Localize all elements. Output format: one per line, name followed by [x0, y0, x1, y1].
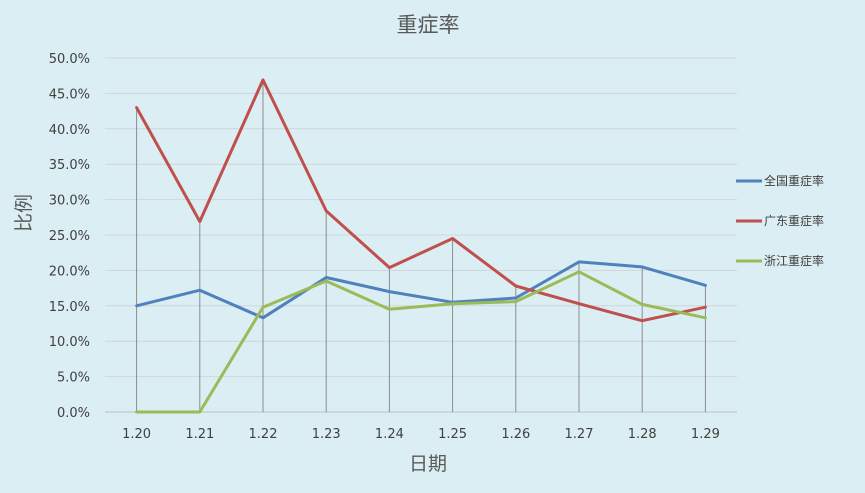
- chart-title: 重症率: [397, 13, 460, 37]
- y-tick-label: 50.0%: [49, 52, 90, 67]
- x-tick-label: 1.26: [501, 427, 530, 442]
- x-axis-ticks: 1.20 1.21 1.22 1.23 1.24 1.25 1.26 1.27 1.28 1.29: [122, 427, 720, 442]
- y-tick-label: 45.0%: [49, 87, 90, 102]
- series-line-2: [135, 78, 707, 323]
- series-line-1: [135, 260, 707, 320]
- y-tick-label: 20.0%: [49, 264, 90, 279]
- y-axis-ticks: 0.0% 5.0% 10.0% 15.0% 20.0% 25.0% 30.0% 35.0% 40…: [49, 52, 90, 421]
- legend-label: 浙江重症率: [764, 253, 824, 268]
- x-tick-label: 1.21: [185, 427, 214, 442]
- x-tick-label: 1.29: [691, 427, 720, 442]
- x-axis-title: 日期: [409, 453, 447, 475]
- series-line-3: [135, 270, 707, 414]
- y-tick-label: 25.0%: [49, 229, 90, 244]
- y-tick-label: 40.0%: [49, 123, 90, 138]
- y-tick-label: 5.0%: [57, 371, 90, 386]
- x-tick-label: 1.27: [565, 427, 594, 442]
- legend-label: 全国重症率: [764, 173, 824, 188]
- x-tick-label: 1.20: [122, 427, 151, 442]
- series-lines: [135, 78, 707, 414]
- x-tick-label: 1.25: [438, 427, 467, 442]
- y-tick-label: 15.0%: [49, 300, 90, 315]
- x-tick-label: 1.28: [628, 427, 657, 442]
- y-tick-label: 0.0%: [57, 406, 90, 421]
- x-tick-label: 1.24: [375, 427, 404, 442]
- y-tick-label: 35.0%: [49, 158, 90, 173]
- x-tick-label: 1.23: [312, 427, 341, 442]
- y-tick-label: 30.0%: [49, 194, 90, 209]
- x-tick-label: 1.22: [249, 427, 278, 442]
- y-tick-label: 10.0%: [49, 335, 90, 350]
- legend-label: 广东重症率: [764, 213, 824, 228]
- drop-lines: [136, 79, 706, 412]
- y-axis-title: 比例: [13, 194, 35, 232]
